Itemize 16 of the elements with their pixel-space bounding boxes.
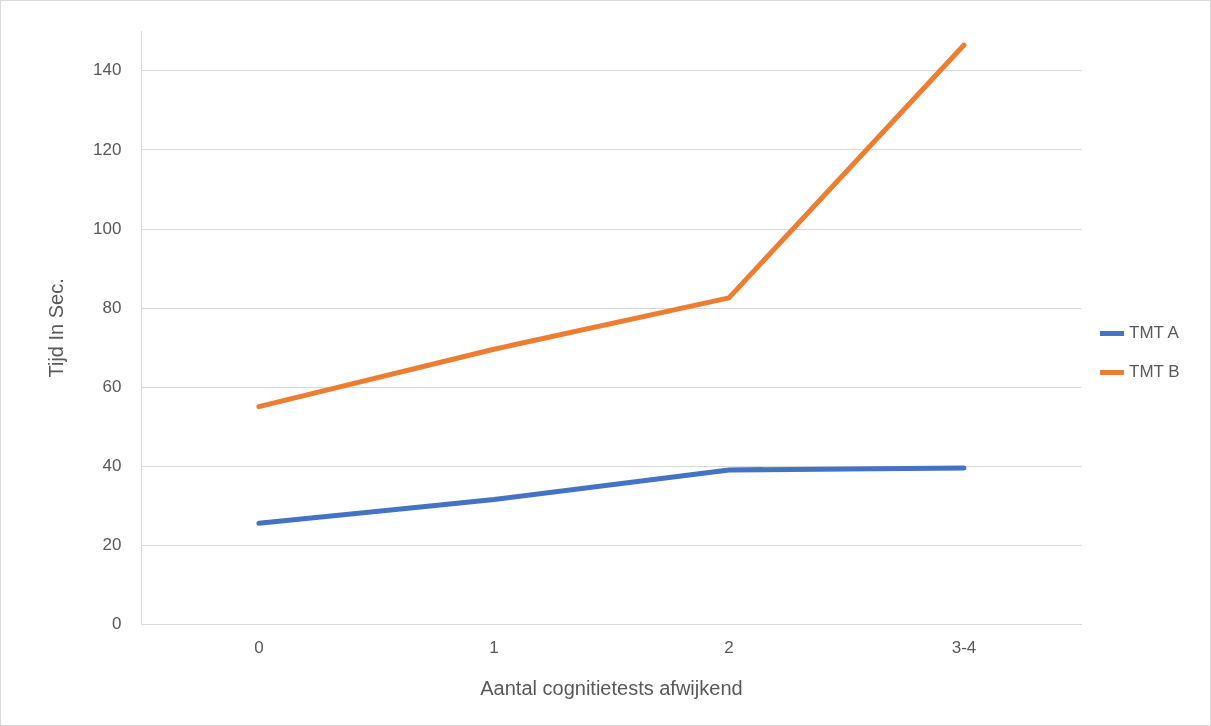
x-axis-title: Aantal cognitietests afwijkend	[480, 676, 743, 699]
y-tick-label: 40	[102, 456, 122, 476]
x-tick-label: 1	[489, 638, 499, 658]
y-tick-label: 60	[102, 376, 122, 396]
y-tick-label: 100	[92, 218, 122, 238]
x-tick-label: 2	[724, 638, 734, 658]
y-tick-label: 80	[102, 297, 122, 317]
y-axis-title: Tijd In Sec.	[44, 278, 67, 378]
x-tick-label: 3-4	[951, 638, 977, 658]
y-tick-label: 120	[92, 139, 122, 159]
y-tick-label: 140	[92, 60, 122, 80]
legend-label: TMT A	[1129, 323, 1180, 343]
legend-label: TMT B	[1129, 362, 1180, 382]
x-tick-label: 0	[254, 638, 264, 658]
y-tick-label: 20	[102, 535, 122, 555]
y-tick-label: 0	[111, 614, 122, 634]
